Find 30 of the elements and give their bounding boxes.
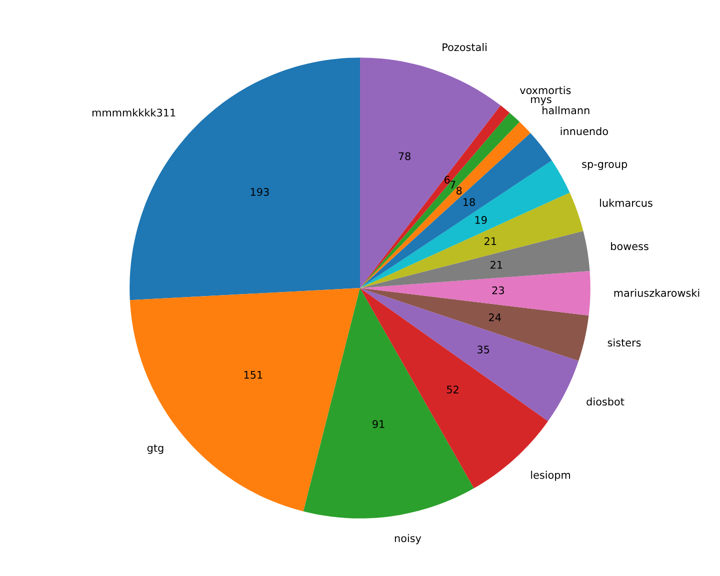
data-label: 21	[490, 260, 502, 269]
slice-label: noisy	[394, 534, 422, 544]
slice-label: sisters	[608, 338, 641, 347]
data-label: 35	[477, 346, 490, 354]
slice-label: lesiopm	[531, 470, 570, 481]
slice-label: diosbot	[586, 397, 624, 406]
slice-label: innuendo	[560, 127, 608, 136]
data-label: 193	[250, 188, 269, 196]
data-label: 19	[475, 216, 487, 224]
data-label: 24	[489, 313, 501, 322]
slice-label: lukmarcus	[600, 198, 652, 207]
data-label: 6	[444, 176, 450, 184]
slice-label: hallmann	[542, 106, 590, 114]
data-label: 8	[456, 186, 462, 195]
data-label: 18	[464, 198, 475, 206]
data-label: 78	[398, 152, 410, 160]
data-label: 52	[446, 386, 458, 394]
data-label: 91	[372, 420, 384, 428]
data-label: 151	[244, 371, 262, 379]
slice-label: bowess	[611, 242, 648, 250]
data-label: 23	[492, 286, 504, 294]
data-label: 7	[450, 180, 456, 188]
data-label: 21	[484, 237, 496, 245]
slice-label: gtg	[147, 444, 164, 454]
slice-label: voxmortis	[520, 86, 571, 94]
slice-label: sp-group	[582, 162, 628, 170]
slice-label: mmmmkkkk311	[92, 108, 176, 117]
slice-label: mariuszkarowski	[614, 288, 700, 297]
slice-label: Pozostali	[442, 43, 486, 52]
slice-label: mys	[531, 97, 552, 106]
